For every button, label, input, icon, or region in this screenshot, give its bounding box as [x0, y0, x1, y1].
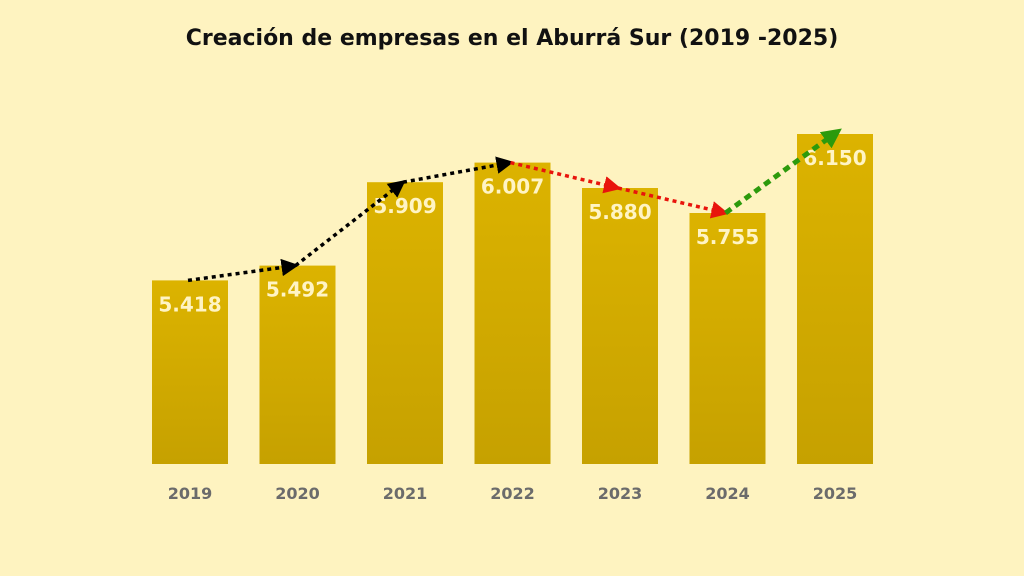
bar-2024: [689, 213, 766, 464]
bar-2021: [367, 182, 443, 464]
bar-2025: [797, 134, 873, 464]
value-label-2020: 5.492: [266, 278, 329, 302]
trend-arrow-2023-2024: [617, 186, 729, 219]
value-label-2022: 6.007: [481, 175, 544, 199]
trend-arrows-layer: [187, 128, 842, 283]
x-tick-label-2025: 2025: [813, 484, 858, 503]
x-tick-label-2023: 2023: [598, 484, 643, 503]
chart-title: Creación de empresas en el Aburrá Sur (2…: [185, 26, 839, 51]
x-tick-label-2022: 2022: [490, 484, 535, 503]
x-tick-label-2020: 2020: [275, 484, 320, 503]
value-label-2021: 5.909: [373, 194, 436, 218]
x-tick-label-2024: 2024: [705, 484, 750, 503]
x-tick-label-2019: 2019: [168, 484, 213, 503]
bar-2020: [259, 265, 336, 464]
x-axis-ticks: 2019 2020 2021 2022 2023 2024 2025: [168, 484, 858, 503]
value-label-2023: 5.880: [588, 200, 651, 224]
trend-arrow-2021-2022: [402, 156, 514, 184]
bar-2023: [582, 188, 658, 464]
bar-2022: [474, 162, 551, 464]
value-label-2019: 5.418: [158, 292, 221, 316]
trend-arrow-2022-2023: [510, 160, 622, 194]
value-label-2025: 6.150: [803, 146, 866, 170]
bar-2019: [152, 280, 228, 464]
trend-arrow-2024-2025: [724, 128, 842, 216]
bars-layer: [152, 134, 873, 464]
value-label-2024: 5.755: [696, 225, 759, 249]
x-tick-label-2021: 2021: [383, 484, 428, 503]
trend-arrow-2020-2021: [294, 180, 406, 267]
trend-arrow-2019-2020: [187, 258, 299, 283]
value-labels-layer: 5.418 5.492 5.909 6.007 5.880 5.755 6.150: [158, 146, 866, 316]
